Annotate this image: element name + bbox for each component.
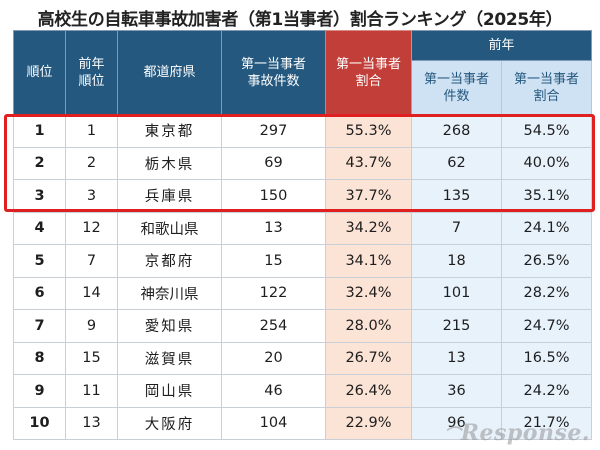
prev-cases-cell: 36 xyxy=(411,374,502,408)
ratio-cell: 28.0% xyxy=(325,309,412,343)
prev-cases-cell: 13 xyxy=(411,341,502,375)
cases-cell: 122 xyxy=(221,276,326,310)
header-ratio: 第一当事者 割合 xyxy=(325,30,412,115)
table-row: 10 13 大阪府 104 22.9% 96 21.7% xyxy=(13,406,593,440)
ratio-cell: 22.9% xyxy=(325,406,412,440)
cases-cell: 150 xyxy=(221,179,326,213)
prefecture-cell: 京都府 xyxy=(117,244,222,278)
prev-ratio-cell: 24.1% xyxy=(500,211,593,245)
prev-rank-cell: 14 xyxy=(65,276,118,310)
table-row: 1 1 東京都 297 55.3% 268 54.5% xyxy=(13,114,593,148)
ratio-cell: 26.4% xyxy=(325,374,412,408)
ratio-cell: 34.2% xyxy=(325,211,412,245)
prev-cases-cell: 268 xyxy=(411,114,502,148)
ratio-cell: 55.3% xyxy=(325,114,412,148)
prefecture-cell: 兵庫県 xyxy=(117,179,222,213)
cases-cell: 297 xyxy=(221,114,326,148)
response-watermark: ⌒Response. xyxy=(444,420,590,446)
prev-cases-cell: 101 xyxy=(411,276,502,310)
table-row: 8 15 滋賀県 20 26.7% 13 16.5% xyxy=(13,341,593,375)
prev-cases-cell: 215 xyxy=(411,309,502,343)
cases-cell: 104 xyxy=(221,406,326,440)
prefecture-cell: 滋賀県 xyxy=(117,341,222,375)
cases-cell: 20 xyxy=(221,341,326,375)
ratio-cell: 34.1% xyxy=(325,244,412,278)
header-prev-group: 前年 xyxy=(410,30,593,61)
watermark-swoosh-icon: ⌒ xyxy=(444,425,461,444)
prev-rank-cell: 9 xyxy=(65,309,118,343)
header-cases: 第一当事者 事故件数 xyxy=(221,30,326,115)
table-row: 4 12 和歌山県 13 34.2% 7 24.1% xyxy=(13,211,593,245)
header-prev-ratio: 第一当事者 割合 xyxy=(500,60,593,115)
table-row: 6 14 神奈川県 122 32.4% 101 28.2% xyxy=(13,276,593,310)
prefecture-cell: 栃木県 xyxy=(117,146,222,180)
table-row: 3 3 兵庫県 150 37.7% 135 35.1% xyxy=(13,179,593,213)
rank-cell: 6 xyxy=(13,276,66,310)
table-row: 9 11 岡山県 46 26.4% 36 24.2% xyxy=(13,374,593,408)
prev-cases-cell: 96 xyxy=(411,406,502,440)
rank-cell: 2 xyxy=(13,146,66,180)
prev-ratio-cell: 21.7% xyxy=(500,406,593,440)
prev-cases-cell: 18 xyxy=(411,244,502,278)
prev-ratio-cell: 40.0% xyxy=(500,146,593,180)
rank-cell: 4 xyxy=(13,211,66,245)
prev-ratio-cell: 26.5% xyxy=(500,244,593,278)
ratio-cell: 32.4% xyxy=(325,276,412,310)
prev-rank-cell: 15 xyxy=(65,341,118,375)
header-rank: 順位 xyxy=(13,30,66,115)
prev-ratio-cell: 16.5% xyxy=(500,341,593,375)
cases-cell: 69 xyxy=(221,146,326,180)
header-prefecture: 都道府県 xyxy=(117,30,222,115)
prefecture-cell: 和歌山県 xyxy=(117,211,222,245)
ranking-rows: 1 1 東京都 297 55.3% 268 54.5% 2 2 栃木県 69 43.7% 62 40.0%… xyxy=(13,114,593,440)
prev-rank-cell: 7 xyxy=(65,244,118,278)
prev-ratio-cell: 28.2% xyxy=(500,276,593,310)
prefecture-cell: 大阪府 xyxy=(117,406,222,440)
ranking-table: 順位 前年 順位 都道府県 第一当事者 事故件数 第一当事者 割合 前年 第一当事者件… xyxy=(13,30,593,440)
rank-cell: 8 xyxy=(13,341,66,375)
header-prev-cases: 第一当事者 件数 xyxy=(411,60,502,115)
table-row: 2 2 栃木県 69 43.7% 62 40.0% xyxy=(13,146,593,180)
rank-cell: 3 xyxy=(13,179,66,213)
rank-cell: 7 xyxy=(13,309,66,343)
table-row: 5 7 京都府 15 34.1% 18 26.5% xyxy=(13,244,593,278)
prev-ratio-cell: 35.1% xyxy=(500,179,593,213)
prefecture-cell: 岡山県 xyxy=(117,374,222,408)
cases-cell: 15 xyxy=(221,244,326,278)
rank-cell: 10 xyxy=(13,406,66,440)
prev-rank-cell: 2 xyxy=(65,146,118,180)
rank-cell: 1 xyxy=(13,114,66,148)
cases-cell: 13 xyxy=(221,211,326,245)
ratio-cell: 26.7% xyxy=(325,341,412,375)
prev-rank-cell: 1 xyxy=(65,114,118,148)
rank-cell: 5 xyxy=(13,244,66,278)
rank-cell: 9 xyxy=(13,374,66,408)
prefecture-cell: 東京都 xyxy=(117,114,222,148)
prev-cases-cell: 7 xyxy=(411,211,502,245)
prev-rank-cell: 11 xyxy=(65,374,118,408)
prev-cases-cell: 62 xyxy=(411,146,502,180)
prev-rank-cell: 3 xyxy=(65,179,118,213)
prev-ratio-cell: 24.2% xyxy=(500,374,593,408)
prev-ratio-cell: 54.5% xyxy=(500,114,593,148)
prev-rank-cell: 12 xyxy=(65,211,118,245)
table-row: 7 9 愛知県 254 28.0% 215 24.7% xyxy=(13,309,593,343)
ratio-cell: 43.7% xyxy=(325,146,412,180)
cases-cell: 254 xyxy=(221,309,326,343)
header-prev-rank: 前年 順位 xyxy=(65,30,118,115)
prev-ratio-cell: 24.7% xyxy=(500,309,593,343)
ratio-cell: 37.7% xyxy=(325,179,412,213)
prev-cases-cell: 135 xyxy=(411,179,502,213)
prev-rank-cell: 13 xyxy=(65,406,118,440)
page-title: 高校生の自転車事故加害者（第1当事者）割合ランキング（2025年） xyxy=(37,10,563,30)
prefecture-cell: 神奈川県 xyxy=(117,276,222,310)
cases-cell: 46 xyxy=(221,374,326,408)
prefecture-cell: 愛知県 xyxy=(117,309,222,343)
